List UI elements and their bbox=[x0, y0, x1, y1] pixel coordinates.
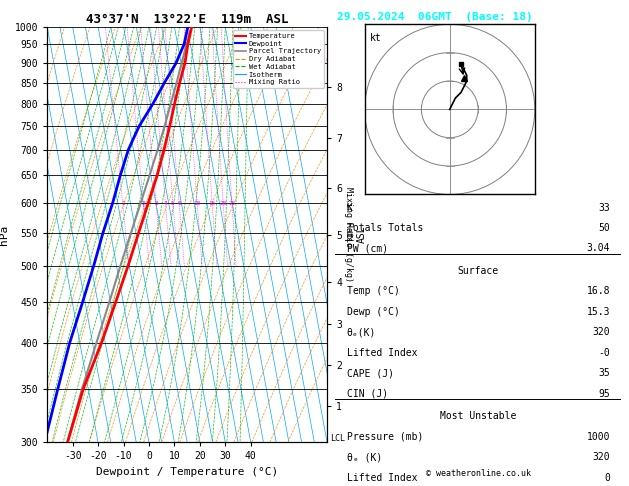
Text: Dewp (°C): Dewp (°C) bbox=[347, 307, 399, 317]
Text: 1000: 1000 bbox=[586, 432, 610, 442]
Text: K: K bbox=[347, 203, 353, 212]
Text: 3: 3 bbox=[154, 201, 158, 206]
Text: © weatheronline.co.uk: © weatheronline.co.uk bbox=[426, 469, 531, 478]
X-axis label: Dewpoint / Temperature (°C): Dewpoint / Temperature (°C) bbox=[96, 467, 278, 477]
Text: 2: 2 bbox=[142, 201, 145, 206]
Text: Totals Totals: Totals Totals bbox=[347, 223, 423, 233]
Text: 5: 5 bbox=[171, 201, 175, 206]
Text: -0: -0 bbox=[598, 348, 610, 358]
Text: θₑ(K): θₑ(K) bbox=[347, 328, 376, 337]
Text: CAPE (J): CAPE (J) bbox=[347, 368, 394, 378]
Text: 4: 4 bbox=[164, 201, 167, 206]
Text: Most Unstable: Most Unstable bbox=[440, 411, 516, 421]
Text: 1: 1 bbox=[121, 201, 125, 206]
Text: 16.8: 16.8 bbox=[586, 286, 610, 296]
Text: 35: 35 bbox=[598, 368, 610, 378]
Text: 25: 25 bbox=[228, 201, 236, 206]
Text: 3.04: 3.04 bbox=[586, 243, 610, 254]
Text: LCL: LCL bbox=[330, 434, 345, 443]
Text: Lifted Index: Lifted Index bbox=[347, 348, 417, 358]
Text: 95: 95 bbox=[598, 389, 610, 399]
Text: CIN (J): CIN (J) bbox=[347, 389, 388, 399]
Text: 50: 50 bbox=[598, 223, 610, 233]
Text: 10: 10 bbox=[194, 201, 201, 206]
Y-axis label: km
ASL: km ASL bbox=[345, 226, 366, 243]
Text: θₑ (K): θₑ (K) bbox=[347, 452, 382, 462]
Text: Temp (°C): Temp (°C) bbox=[347, 286, 399, 296]
Text: 320: 320 bbox=[593, 328, 610, 337]
Text: kt: kt bbox=[370, 33, 382, 43]
Text: Lifted Index: Lifted Index bbox=[347, 473, 417, 483]
Text: 15: 15 bbox=[208, 201, 216, 206]
Text: Mixing Ratio (g/kg): Mixing Ratio (g/kg) bbox=[344, 187, 353, 282]
Text: PW (cm): PW (cm) bbox=[347, 243, 388, 254]
Text: 0: 0 bbox=[604, 473, 610, 483]
Text: Surface: Surface bbox=[458, 266, 499, 276]
Text: 29.05.2024  06GMT  (Base: 18): 29.05.2024 06GMT (Base: 18) bbox=[337, 12, 532, 22]
Y-axis label: hPa: hPa bbox=[0, 225, 9, 244]
Text: 15.3: 15.3 bbox=[586, 307, 610, 317]
Title: 43°37'N  13°22'E  119m  ASL: 43°37'N 13°22'E 119m ASL bbox=[86, 13, 288, 26]
Text: 6: 6 bbox=[177, 201, 181, 206]
Text: 33: 33 bbox=[598, 203, 610, 212]
Text: Pressure (mb): Pressure (mb) bbox=[347, 432, 423, 442]
Legend: Temperature, Dewpoint, Parcel Trajectory, Dry Adiabat, Wet Adiabat, Isotherm, Mi: Temperature, Dewpoint, Parcel Trajectory… bbox=[233, 30, 323, 88]
Text: 20: 20 bbox=[220, 201, 227, 206]
Text: 320: 320 bbox=[593, 452, 610, 462]
